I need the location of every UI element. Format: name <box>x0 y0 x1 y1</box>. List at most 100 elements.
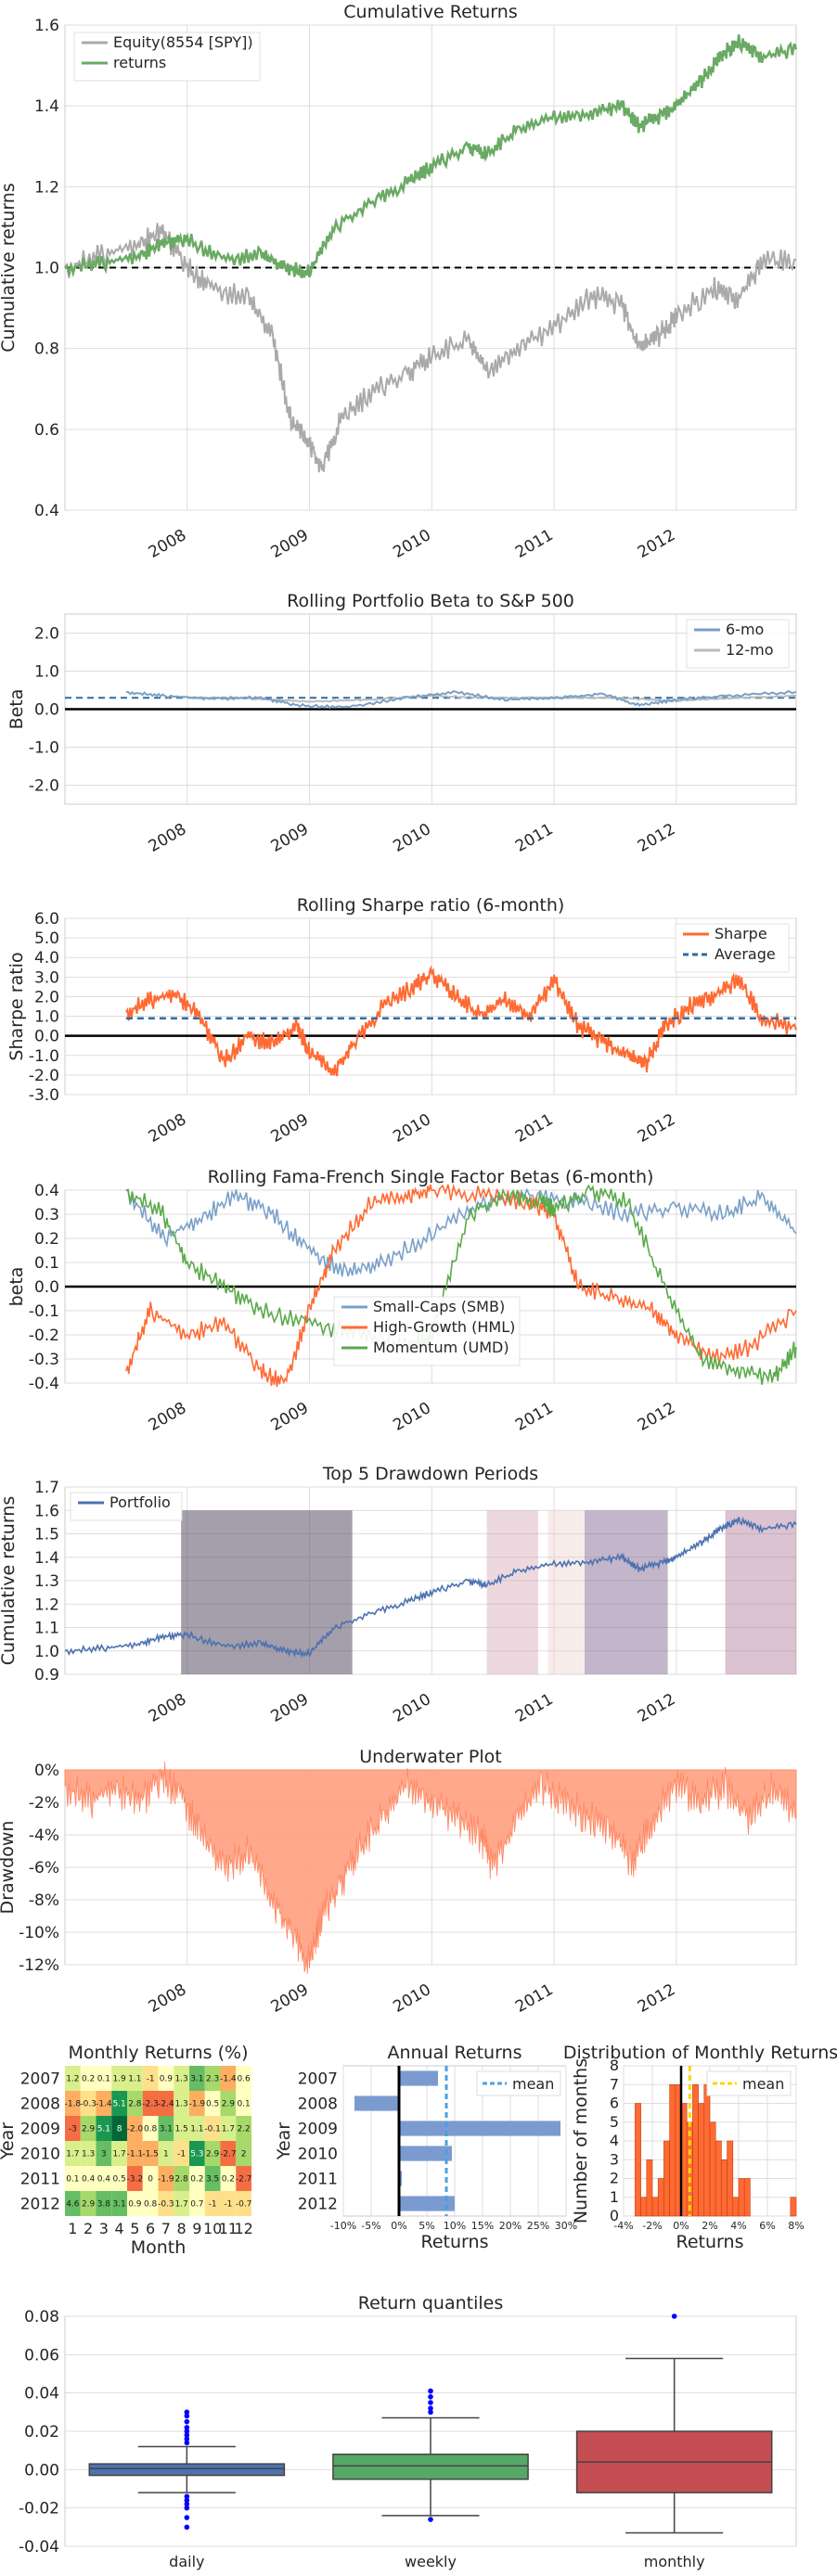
legend-box <box>675 923 790 973</box>
y-tick-label: 0.9 <box>34 1666 59 1685</box>
drawdown-period-band <box>486 1510 538 1674</box>
heatmap-cell-label: 1.7 <box>112 2150 125 2159</box>
y-tick-label: 1.0 <box>34 1008 59 1027</box>
legend-label: Portfolio <box>109 1493 171 1511</box>
series-line-smb <box>125 1187 797 1277</box>
heatmap-cell <box>189 2191 205 2216</box>
y-tick-label: -0.1 <box>29 1302 59 1321</box>
y-tick-label: -0.02 <box>19 2500 59 2518</box>
heatmap-cell-label: 3.8 <box>97 2200 111 2210</box>
heatmap-cell <box>204 2091 221 2116</box>
x-tick-label: 2 <box>84 2220 93 2237</box>
outlier-point <box>184 2497 190 2504</box>
chart-title: Underwater Plot <box>359 1747 502 1767</box>
chart-title: Rolling Sharpe ratio (6-month) <box>297 895 565 916</box>
heatmap-cell-label: 1.7 <box>174 2200 187 2210</box>
y-axis-label: beta <box>6 1267 27 1307</box>
heatmap-cell <box>65 2141 81 2166</box>
heatmap-cell-label: 2 <box>241 2150 247 2159</box>
heatmap-cell-label: 2.9 <box>82 2125 96 2134</box>
heatmap-cell-label: 5.1 <box>97 2125 110 2134</box>
heatmap-cell-label: 1.7 <box>66 2150 79 2159</box>
heatmap-cell <box>204 2141 221 2166</box>
drawdown-period-band <box>547 1510 586 1674</box>
heatmap-cell <box>236 2166 251 2191</box>
chart-title: Rolling Fama-French Single Factor Betas … <box>208 1167 654 1187</box>
outlier-point <box>428 2394 433 2400</box>
y-tick-label: 0.00 <box>24 2461 59 2480</box>
heatmap-cell <box>158 2116 174 2141</box>
outlier-point <box>184 2493 190 2500</box>
heatmap-cell-label: -3.2 <box>127 2175 144 2185</box>
heatmap-cell-label: 5.3 <box>190 2150 203 2159</box>
heatmap-cell-label: 1.2 <box>66 2075 79 2084</box>
y-tick-label: -2% <box>29 1794 59 1813</box>
outlier-point <box>184 2425 190 2430</box>
y-tick-label: 0.06 <box>24 2346 59 2365</box>
heatmap-cell-label: 4.6 <box>66 2200 80 2210</box>
heatmap-cell-label: 0.9 <box>160 2075 174 2084</box>
heatmap-cell-label: 0.4 <box>97 2175 111 2185</box>
heatmap-cell <box>127 2066 143 2091</box>
histogram-bar <box>790 2197 797 2217</box>
heatmap-cell <box>174 2166 189 2191</box>
y-tick-label: 4.0 <box>34 949 59 968</box>
histogram-bar <box>640 2197 648 2217</box>
heatmap-cell-label: 0.8 <box>144 2200 158 2210</box>
chart-monthly-heatmap: Monthly Returns (%)1.2 0.2 0.1 1.9 1.1 -1 0.9 1… <box>0 2043 253 2258</box>
x-tick-label: 8% <box>788 2220 804 2232</box>
heatmap-cell-label: -1.9 <box>158 2175 174 2185</box>
heatmap-cell-label: 1.3 <box>82 2150 95 2159</box>
heatmap-cell <box>80 2116 97 2141</box>
x-tick-label: -5% <box>361 2220 380 2232</box>
chart-drawdown_periods: 2008 2009 2010 2011 20120.91.01.11.21.31.41.… <box>0 1464 797 1726</box>
heatmap-cell-label: 0.9 <box>128 2200 142 2210</box>
x-tick-label: 6% <box>759 2220 775 2232</box>
y-axis-label: Drawdown <box>0 1821 18 1915</box>
drawdown-period-band <box>585 1510 668 1674</box>
y-tick-label: 1.7 <box>34 1479 59 1497</box>
y-tick-label: 1.1 <box>34 1620 59 1638</box>
heatmap-cell-label: 0.4 <box>82 2175 96 2185</box>
chart-title: Distribution of Monthly Returns <box>563 2043 837 2063</box>
y-tick-label: 4 <box>610 2132 619 2149</box>
y-tick-label: -2.0 <box>29 777 59 796</box>
heatmap-cell <box>220 2141 237 2166</box>
x-tick-label: 7 <box>161 2220 171 2237</box>
histogram-bar <box>743 2178 751 2217</box>
histogram-bar <box>715 2140 722 2217</box>
x-axis-label: Month <box>131 2237 187 2258</box>
legend-label: 6-mo <box>726 621 764 638</box>
y-tick-label: -12% <box>19 1956 59 1975</box>
x-tick-label: 5% <box>418 2220 434 2232</box>
heatmap-cell <box>111 2166 127 2191</box>
heatmap-cell <box>174 2066 189 2091</box>
y-tick-label: 1.5 <box>34 1526 59 1544</box>
series-line-umd <box>125 1184 797 1385</box>
heatmap-cell-label: -1 <box>224 2200 232 2210</box>
histogram-bar <box>703 2083 711 2217</box>
heatmap-cell-label: 3 <box>101 2150 107 2159</box>
y-axis-label: Number of months <box>571 2058 591 2224</box>
y-tick-label: 1.4 <box>34 1549 59 1568</box>
outlier-point <box>428 2405 433 2411</box>
heatmap-cell-label: -0.3 <box>80 2100 97 2109</box>
heatmap-cell <box>142 2166 159 2191</box>
y-tick-label: 2012 <box>298 2196 338 2214</box>
heatmap-cell-label: 2.9 <box>222 2100 236 2109</box>
heatmap-cell-label: 1.5 <box>174 2125 187 2134</box>
legend-box <box>73 32 261 82</box>
heatmap-cell <box>220 2066 237 2091</box>
histogram-bar <box>721 2159 728 2217</box>
y-tick-label: 2 <box>610 2170 619 2187</box>
outlier-point <box>184 2505 190 2511</box>
y-tick-label: 1.0 <box>34 663 59 682</box>
heatmap-cell-label: -2.7 <box>236 2175 252 2185</box>
heatmap-cell-label: 0.6 <box>237 2075 251 2084</box>
y-tick-label: 0.08 <box>24 2308 59 2326</box>
legend-label: Small-Caps (SMB) <box>373 1298 505 1315</box>
legend-label: Sharpe <box>715 925 767 942</box>
x-tick-label: -4% <box>613 2220 633 2232</box>
heatmap-cell <box>142 2141 159 2166</box>
y-tick-label: 2008 <box>20 2095 60 2114</box>
